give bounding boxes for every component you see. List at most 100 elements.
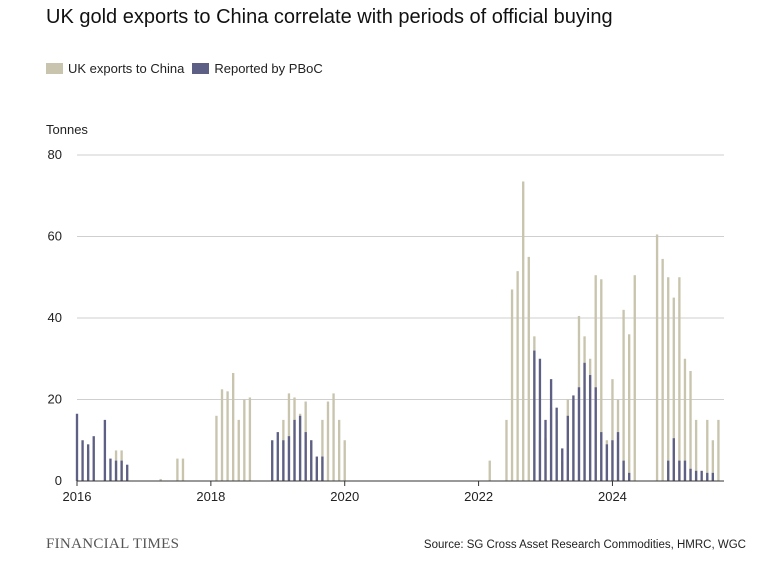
bar-uk-exports (655, 234, 659, 481)
bar-pboc (577, 387, 581, 481)
bar-pboc (611, 440, 614, 481)
bar-pboc (315, 456, 318, 481)
bar-uk-exports (516, 271, 519, 481)
bar-pboc (544, 419, 547, 482)
bar-pboc (103, 419, 107, 482)
bar-pboc (92, 436, 95, 481)
x-tick-label: 2022 (464, 489, 493, 504)
bar-uk-exports (215, 415, 218, 481)
y-tick-label: 20 (48, 392, 62, 407)
x-tick-label: 2020 (330, 489, 359, 504)
chart-title: UK gold exports to China correlate with … (46, 6, 613, 28)
bar-pboc (114, 460, 118, 482)
bar-pboc (120, 460, 123, 482)
bar-pboc (667, 460, 670, 482)
bar-pboc (298, 415, 302, 481)
bar-pboc (694, 470, 698, 481)
bar-uk-exports (633, 275, 636, 481)
bar-uk-exports (717, 419, 720, 482)
brand-logo-text: FINANCIAL TIMES (46, 536, 180, 552)
bar-uk-exports (181, 458, 185, 481)
x-tick-label: 2018 (196, 489, 225, 504)
legend-item-uk-exports: UK exports to China (46, 61, 184, 76)
bar-uk-exports (678, 277, 681, 481)
bar-uk-exports (176, 458, 179, 481)
bar-pboc (109, 458, 112, 481)
bar-pboc (566, 415, 569, 481)
bar-pboc (683, 460, 687, 482)
bar-uk-exports (594, 275, 597, 481)
bar-pboc (588, 375, 592, 481)
bar-uk-exports (689, 370, 692, 481)
bar-uk-exports (683, 358, 687, 481)
bar-pboc (583, 362, 586, 481)
bar-pboc (75, 413, 79, 481)
y-axis-label: Tonnes (46, 122, 88, 137)
bar-pboc (628, 472, 631, 481)
bar-pboc (293, 419, 296, 482)
bar-uk-exports (343, 440, 346, 481)
bar-uk-exports (628, 334, 631, 481)
bar-pboc (555, 407, 558, 481)
bar-pboc (594, 387, 597, 481)
bar-pboc (572, 395, 575, 481)
y-tick-label: 0 (55, 473, 62, 488)
bar-uk-exports (220, 389, 224, 481)
bar-pboc (549, 379, 553, 482)
bar-pboc (271, 440, 274, 481)
bar-pboc (605, 444, 609, 481)
x-tick-label: 2016 (63, 489, 92, 504)
bar-pboc (622, 460, 625, 482)
y-tick-label: 40 (48, 310, 62, 325)
bar-uk-exports (622, 309, 625, 481)
bar-uk-exports (326, 401, 330, 481)
bar-pboc (126, 464, 129, 481)
legend-label-pboc: Reported by PBoC (214, 61, 323, 76)
bar-uk-exports (321, 419, 324, 482)
legend-item-pboc: Reported by PBoC (192, 61, 323, 76)
bar-uk-exports (248, 397, 252, 481)
bar-pboc (600, 432, 603, 481)
bar-pboc (304, 432, 307, 481)
bar-uk-exports (522, 181, 525, 482)
bar-uk-exports (243, 399, 246, 481)
bar-uk-exports (332, 393, 335, 481)
bar-uk-exports (226, 391, 229, 481)
bar-uk-exports (672, 297, 675, 482)
legend-label-uk-exports: UK exports to China (68, 61, 185, 76)
bar-pboc (310, 440, 313, 481)
bar-uk-exports (600, 279, 603, 481)
bar-pboc (711, 472, 715, 481)
bar-pboc (706, 472, 709, 481)
x-tick-label: 2024 (598, 489, 627, 504)
legend-swatch-uk-exports (46, 63, 63, 74)
bar-pboc (276, 432, 279, 481)
bar-uk-exports (337, 419, 341, 482)
bar-uk-exports (510, 289, 514, 481)
bar-pboc (282, 440, 285, 481)
bar-uk-exports (667, 277, 670, 481)
bar-pboc (616, 432, 620, 481)
bar-uk-exports (611, 379, 614, 482)
bar-uk-exports (237, 419, 240, 482)
y-tick-label: 80 (48, 147, 62, 162)
y-tick-label: 60 (48, 229, 62, 244)
bar-pboc (86, 444, 90, 481)
bar-pboc (533, 350, 536, 481)
legend-swatch-pboc (192, 63, 210, 74)
bar-uk-exports (527, 256, 530, 482)
source-note: Source: SG Cross Asset Research Commodit… (423, 539, 746, 551)
bar-uk-exports (711, 440, 715, 481)
bar-uk-exports (159, 478, 162, 481)
bar-uk-exports (694, 419, 698, 482)
bar-pboc (561, 448, 564, 481)
bar-pboc (81, 440, 84, 481)
bar-pboc (672, 438, 675, 481)
bar-pboc (689, 468, 692, 481)
bar-uk-exports (661, 258, 664, 481)
bar-pboc (321, 456, 324, 481)
bar-pboc (700, 470, 703, 481)
bar-pboc (538, 358, 542, 481)
bar-pboc (678, 460, 681, 482)
